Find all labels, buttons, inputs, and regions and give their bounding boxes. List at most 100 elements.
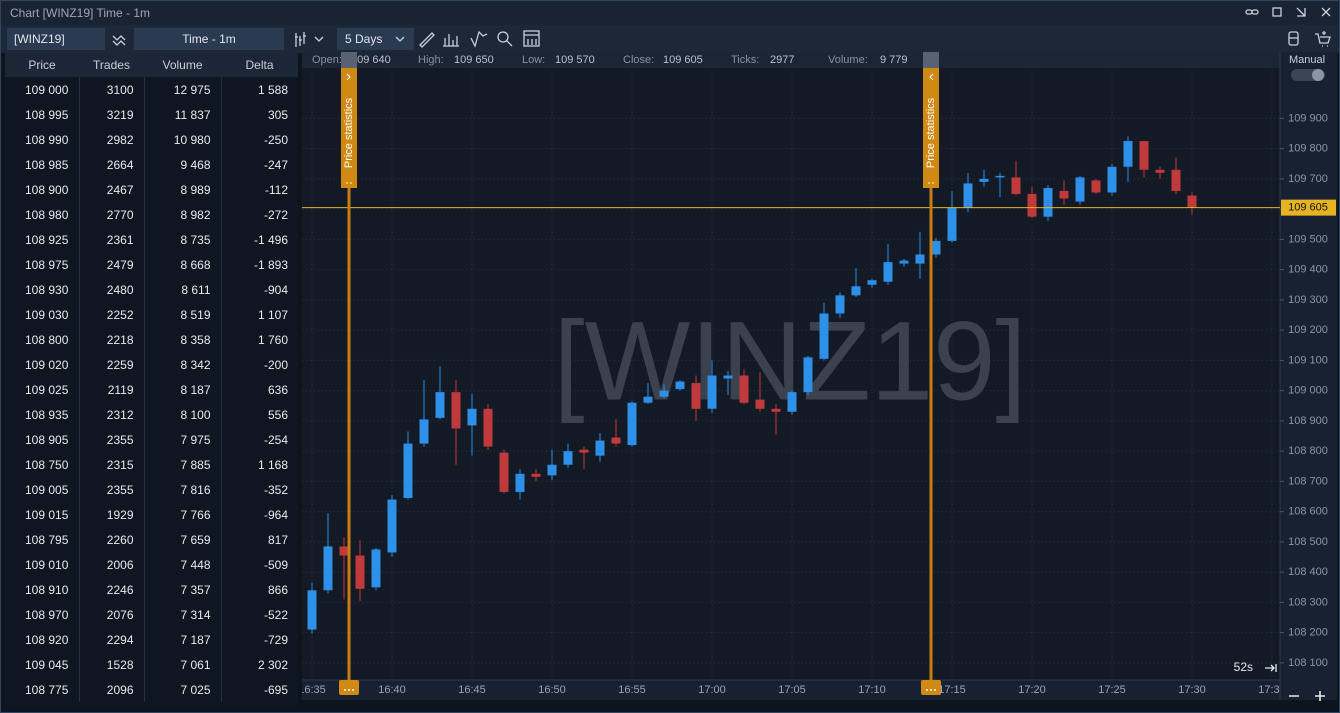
candle-body bbox=[339, 546, 349, 556]
y-tick-label: 108 500 bbox=[1288, 536, 1328, 548]
table-row: 108 975 2479 8 668 -1 893 bbox=[5, 252, 298, 277]
table-cell: 7 816 bbox=[143, 477, 221, 502]
symbol-input[interactable]: [WINZ19] bbox=[7, 28, 105, 50]
candle-body bbox=[467, 408, 477, 426]
table-cell: 108 900 bbox=[25, 182, 69, 197]
candle-body bbox=[1027, 194, 1037, 217]
table-cell: 8 611 bbox=[143, 277, 221, 302]
candle-body bbox=[531, 473, 541, 477]
table-cell: -695 bbox=[220, 677, 298, 702]
table-cell: 2315 bbox=[78, 452, 144, 477]
stat-value: 109 650 bbox=[454, 54, 494, 66]
candle-body bbox=[803, 357, 813, 393]
zoom-controls[interactable] bbox=[1289, 691, 1325, 701]
stat-label: Volume: bbox=[828, 54, 868, 66]
candle-body bbox=[1187, 195, 1197, 208]
table-row: 109 045 1528 7 061 2 302 bbox=[5, 652, 298, 677]
table-cell: 108 910 bbox=[25, 582, 69, 597]
table-cell: 1929 bbox=[78, 502, 144, 527]
stat-value: 109 605 bbox=[663, 54, 703, 66]
y-tick-label: 109 000 bbox=[1288, 385, 1328, 397]
table-cell: 2096 bbox=[78, 677, 144, 702]
table-cell: 2294 bbox=[78, 627, 144, 652]
table-cell: -522 bbox=[220, 602, 298, 627]
timeframe-button[interactable]: Time - 1m bbox=[134, 28, 284, 50]
table-cell: 8 735 bbox=[143, 227, 221, 252]
candle-body bbox=[1107, 166, 1117, 193]
table-cell: 108 800 bbox=[25, 332, 69, 347]
table-cell: 8 187 bbox=[143, 377, 221, 402]
candle-body bbox=[691, 383, 701, 409]
table-cell: 817 bbox=[220, 527, 298, 552]
marker-tab-top bbox=[341, 52, 357, 68]
table-cell: 7 025 bbox=[143, 677, 221, 702]
marker-handle bbox=[339, 680, 359, 695]
table-row: 109 005 2355 7 816 -352 bbox=[5, 477, 298, 502]
x-tick-label: 16:40 bbox=[378, 684, 406, 696]
table-cell: 8 100 bbox=[143, 402, 221, 427]
candle-body bbox=[643, 396, 653, 403]
table-cell: 1 107 bbox=[220, 302, 298, 327]
range-button[interactable]: 5 Days bbox=[337, 28, 414, 50]
table-cell: 8 358 bbox=[143, 327, 221, 352]
table-cell: 8 342 bbox=[143, 352, 221, 377]
table-row: 108 750 2315 7 885 1 168 bbox=[5, 452, 298, 477]
column-header: Price bbox=[5, 53, 79, 77]
x-tick-label: 16:55 bbox=[618, 684, 646, 696]
candle-body bbox=[995, 175, 1005, 178]
table-cell: -964 bbox=[220, 502, 298, 527]
candle-body bbox=[355, 555, 365, 589]
y-tick-label: 108 800 bbox=[1288, 445, 1328, 457]
toolbar: [WINZ19] Time - 1m 5 Days bbox=[1, 25, 1339, 53]
scale-mode: Manual bbox=[1289, 54, 1325, 66]
table-cell: 2006 bbox=[78, 552, 144, 577]
table-cell: 9 468 bbox=[143, 152, 221, 177]
handle-dot bbox=[346, 182, 348, 184]
handle-dot bbox=[352, 689, 354, 691]
table-cell: 1528 bbox=[78, 652, 144, 677]
price-statistics-marker: Price statistics bbox=[339, 52, 359, 695]
x-tick-label: 17:10 bbox=[858, 684, 886, 696]
table-cell: 108 985 bbox=[25, 157, 69, 172]
y-tick-label: 109 900 bbox=[1288, 112, 1328, 124]
marker-label: Price statistics bbox=[343, 97, 355, 168]
table-row: 108 900 2467 8 989 -112 bbox=[5, 177, 298, 202]
table-cell: 2246 bbox=[78, 577, 144, 602]
toolbar-icons[interactable] bbox=[112, 30, 1331, 48]
table-cell: 11 837 bbox=[143, 102, 221, 127]
table-row: 108 775 2096 7 025 -695 bbox=[5, 677, 298, 702]
table-cell: 109 030 bbox=[25, 307, 69, 322]
candle-body bbox=[947, 207, 957, 241]
table-cell: 8 668 bbox=[143, 252, 221, 277]
table-cell: 108 930 bbox=[25, 282, 69, 297]
stat-value: 109 640 bbox=[351, 54, 391, 66]
column-header: Trades bbox=[79, 53, 144, 77]
table-row: 108 985 2664 9 468 -247 bbox=[5, 152, 298, 177]
scroll-to-end[interactable] bbox=[1265, 664, 1277, 672]
stat-label: High: bbox=[418, 54, 444, 66]
table-cell: 108 905 bbox=[25, 432, 69, 447]
candle-body bbox=[419, 419, 429, 444]
window-controls[interactable] bbox=[1245, 7, 1331, 17]
y-tick-label: 108 100 bbox=[1288, 657, 1328, 669]
table-cell: 2480 bbox=[78, 277, 144, 302]
x-tick-label: 17:20 bbox=[1018, 684, 1046, 696]
table-cell: 1 588 bbox=[220, 77, 298, 102]
last-price-marker bbox=[1281, 199, 1336, 216]
table-cell: 109 020 bbox=[25, 357, 69, 372]
table-cell: -904 bbox=[220, 277, 298, 302]
table-row: 108 925 2361 8 735 -1 496 bbox=[5, 227, 298, 252]
scale-toggle[interactable] bbox=[1291, 69, 1325, 81]
table-cell: 12 975 bbox=[143, 77, 221, 102]
marker-tab bbox=[923, 68, 939, 188]
candle-body bbox=[323, 546, 333, 591]
handle-dot bbox=[344, 689, 346, 691]
table-cell: -1 893 bbox=[220, 252, 298, 277]
table-row: 109 000 3100 12 975 1 588 bbox=[5, 77, 298, 102]
table-cell: 109 045 bbox=[25, 657, 69, 672]
y-tick-label: 109 400 bbox=[1288, 264, 1328, 276]
candle-body bbox=[675, 381, 685, 390]
table-row: 108 930 2480 8 611 -904 bbox=[5, 277, 298, 302]
handle-dot bbox=[934, 689, 936, 691]
candle-body bbox=[307, 590, 317, 630]
